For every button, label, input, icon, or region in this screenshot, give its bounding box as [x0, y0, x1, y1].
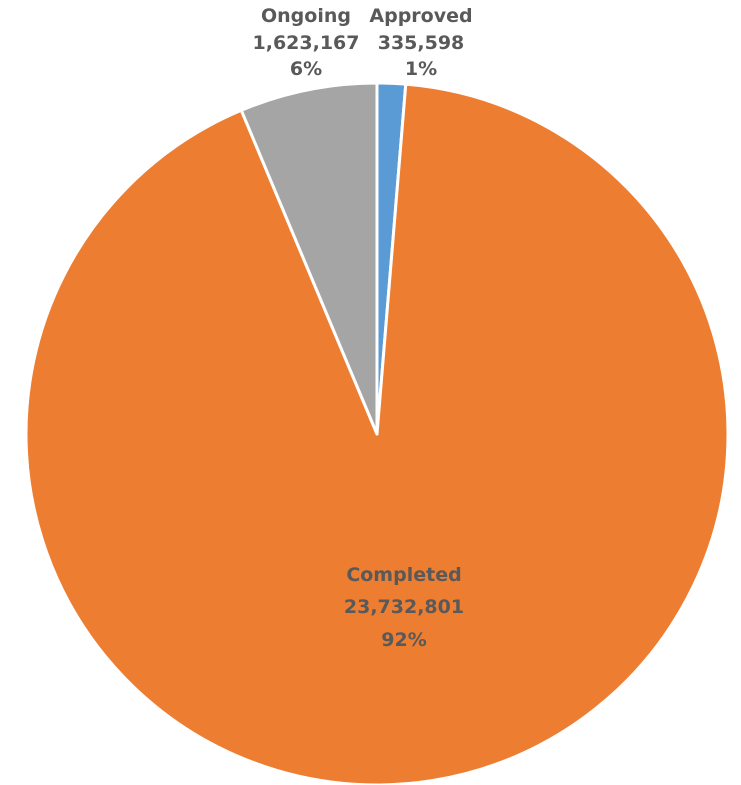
data-label-completed-percent-label: 92%	[381, 629, 426, 651]
data-label-ongoing-label: Ongoing	[261, 5, 351, 27]
data-label-completed-value-label: 23,732,801	[344, 596, 464, 618]
data-label-approved-value-label: 335,598	[378, 32, 465, 54]
data-label-approved-label: Approved	[369, 5, 472, 27]
pie-slices	[24, 81, 730, 785]
data-label-ongoing-percent-label: 6%	[290, 58, 322, 80]
data-label-ongoing: Ongoing 1,623,167 6%	[253, 5, 360, 80]
data-label-completed: Completed 23,732,801 92%	[344, 564, 464, 651]
data-label-approved: Approved 335,598 1%	[369, 5, 472, 80]
data-label-completed-label: Completed	[346, 564, 461, 586]
pie-slice-ongoing	[239, 81, 379, 436]
data-label-ongoing-value-label: 1,623,167	[253, 32, 360, 54]
data-labels: Approved 335,598 1% Completed 23,732,801 92% O…	[253, 5, 473, 651]
data-label-approved-percent-label: 1%	[405, 58, 437, 80]
